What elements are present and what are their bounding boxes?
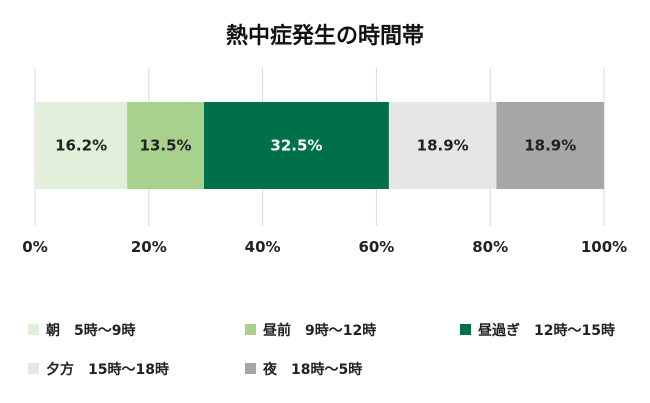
bar-value-label-3: 18.9% — [417, 137, 469, 155]
bar-segment-0 — [35, 102, 128, 189]
x-tick-label-2: 40% — [245, 238, 281, 256]
legend-swatch-2 — [460, 324, 471, 335]
x-tick-label-1: 20% — [131, 238, 167, 256]
legend-swatch-1 — [245, 324, 256, 335]
chart-title: 熱中症発生の時間帯 — [226, 23, 424, 49]
x-tick-label-4: 80% — [472, 238, 508, 256]
bar-value-label-0: 16.2% — [55, 137, 107, 155]
bar-segment-2 — [203, 102, 389, 189]
x-tick-label-3: 60% — [358, 238, 394, 256]
bar-segment-3 — [388, 102, 497, 189]
bar-segment-4 — [496, 102, 604, 189]
legend-label-1: 昼前 9時～12時 — [263, 322, 376, 339]
bar-segment-1 — [127, 102, 204, 189]
legend-label-4: 夜 18時～5時 — [262, 361, 362, 378]
tick-layer: 0% 20% 40% 60% 80% 100% — [22, 238, 627, 256]
bar-layer: 16.2% 13.5% 32.5% 18.9% 18.9% — [35, 102, 604, 189]
x-tick-label-0: 0% — [22, 238, 47, 256]
bar-value-label-2: 32.5% — [270, 137, 322, 155]
legend-label-2: 昼過ぎ 12時～15時 — [478, 322, 615, 339]
legend-label-0: 朝 5時～9時 — [46, 322, 135, 339]
legend-label-3: 夕方 15時～18時 — [46, 361, 169, 378]
x-tick-label-5: 100% — [581, 238, 627, 256]
bar-value-label-4: 18.9% — [524, 137, 576, 155]
legend-swatch-3 — [28, 363, 39, 374]
bar-value-label-1: 13.5% — [140, 137, 192, 155]
legend-swatch-0 — [28, 324, 39, 335]
legend-swatch-4 — [245, 363, 256, 374]
